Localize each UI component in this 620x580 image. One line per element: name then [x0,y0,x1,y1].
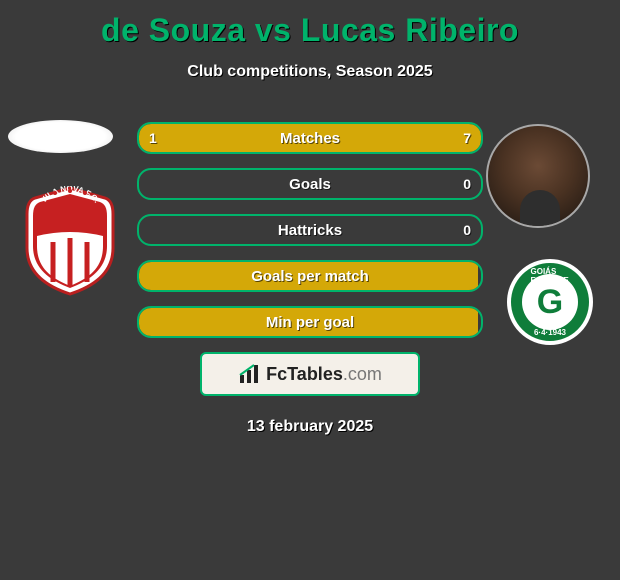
subtitle: Club competitions, Season 2025 [0,63,620,81]
bar-value-right: 0 [463,216,471,244]
club-right-ring-top: GOIÁS ESPORTE [531,267,570,285]
stats-icon [238,363,260,385]
comparison-bars: Matches17Goals0Hattricks0Goals per match… [137,122,483,352]
bar-label: Hattricks [139,216,481,244]
stat-row: Goals per match [137,260,483,292]
stat-row: Goals0 [137,168,483,200]
logo-suffix: .com [343,364,382,384]
player-right-avatar [486,124,590,228]
stat-row: Matches1 7 [137,122,483,154]
bar-value-right: 7 [463,124,471,152]
bar-label: Goals [139,170,481,198]
bar-value-left: 1 [149,124,157,152]
bar-value-right: 0 [463,170,471,198]
bar-label: Matches [139,124,481,152]
stat-row: Hattricks0 [137,214,483,246]
fctables-logo: FcTables.com [200,352,420,396]
bar-label: Goals per match [139,262,481,290]
club-left-badge: VILA NOVA F.C. [20,180,120,302]
page-title: de Souza vs Lucas Ribeiro [0,0,620,49]
logo-text: FcTables [266,364,343,384]
date: 13 february 2025 [0,418,620,436]
stat-row: Min per goal [137,306,483,338]
bar-label: Min per goal [139,308,481,336]
club-right-badge: G GOIÁS ESPORTE 6·4·1943 [500,258,600,346]
club-right-ring-bottom: 6·4·1943 [534,328,566,337]
player-left-avatar [8,120,113,153]
